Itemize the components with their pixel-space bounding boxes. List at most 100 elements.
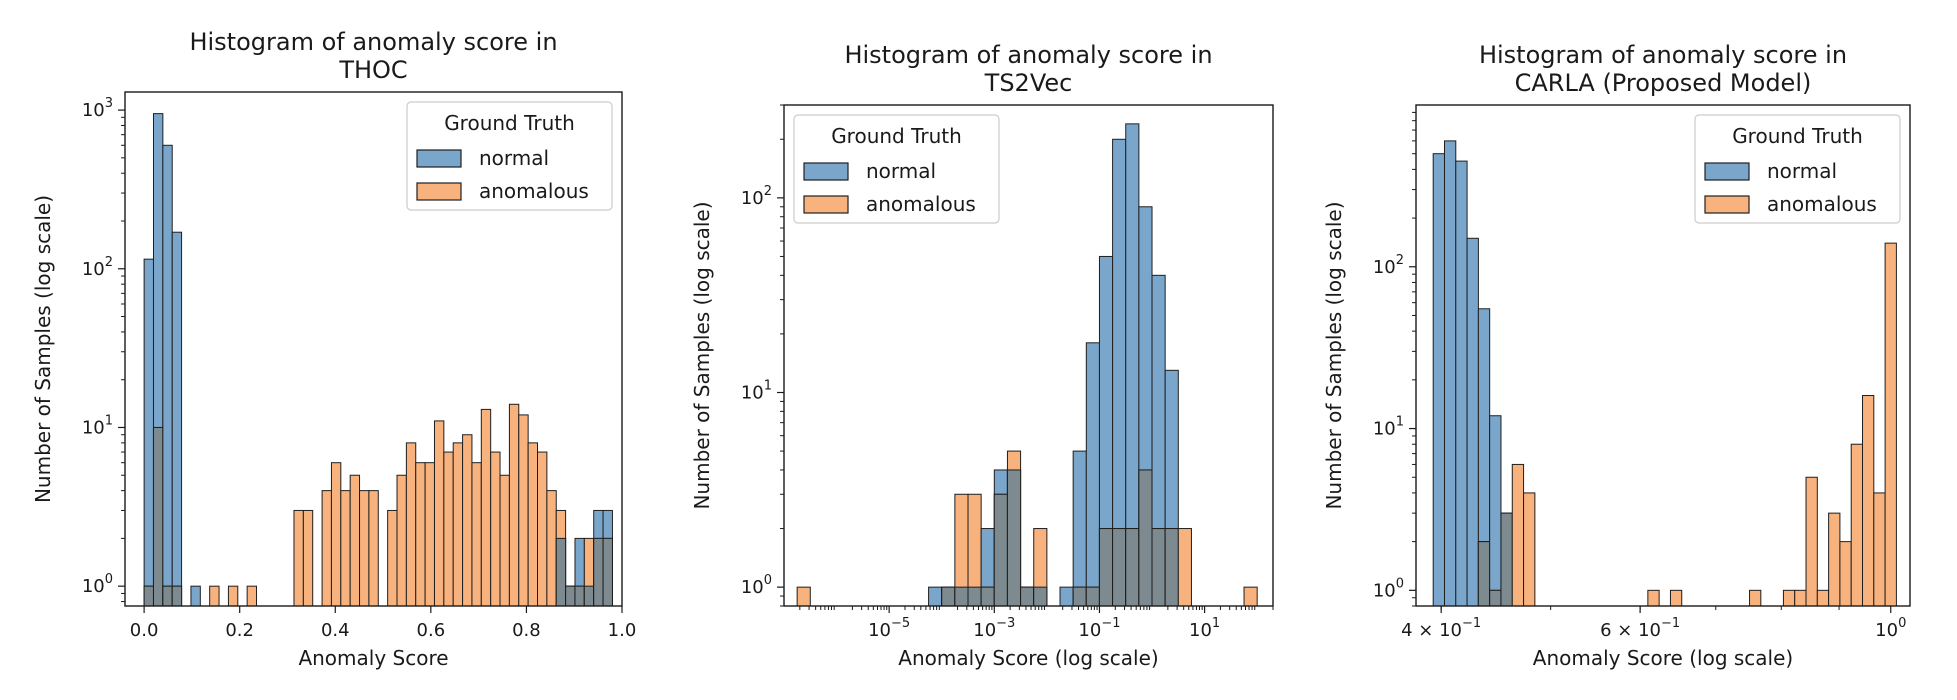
legend-title: Ground Truth	[831, 124, 962, 148]
bar-normal	[171, 231, 183, 607]
x-tick-label: 100	[1875, 616, 1906, 641]
legend-label-anomalous: anomalous	[866, 192, 976, 216]
bar-overlap	[162, 585, 173, 607]
bar-overlap	[565, 585, 576, 607]
bar-anomalous	[321, 490, 332, 607]
bar-overlap	[583, 585, 595, 607]
bar-normal	[190, 585, 201, 607]
legend: Ground Truth normal anomalous	[1694, 114, 1901, 224]
bar-anomalous	[452, 442, 464, 607]
legend-label-anomalous: anomalous	[479, 179, 589, 203]
bar-anomalous	[246, 585, 258, 607]
legend-label-normal: normal	[1767, 159, 1837, 183]
y-tick-label: 101	[1373, 415, 1404, 440]
bar-overlap	[1006, 469, 1022, 607]
bar-anomalous	[1794, 589, 1807, 607]
x-tick-label: 0.6	[417, 620, 446, 641]
bar-anomalous	[302, 509, 314, 607]
bar-overlap	[980, 586, 995, 607]
bar-anomalous	[518, 414, 529, 607]
chart-title-line-2: CARLA (Proposed Model)	[1515, 69, 1812, 97]
bar-anomalous	[499, 474, 510, 607]
x-tick-label: 101	[1189, 616, 1220, 641]
x-tick-label: 10−3	[973, 616, 1015, 641]
bar-anomalous	[368, 490, 379, 607]
bar-overlap	[1125, 528, 1140, 607]
bar-overlap	[1138, 469, 1153, 607]
legend-title: Ground Truth	[1732, 124, 1863, 148]
legend-label-normal: normal	[866, 159, 936, 183]
bar-anomalous	[340, 490, 351, 607]
bar-anomalous	[471, 462, 482, 607]
bar-overlap	[143, 585, 154, 607]
bar-anomalous	[1828, 512, 1841, 607]
bar-overlap	[1033, 586, 1048, 607]
bar-overlap	[1500, 512, 1513, 607]
x-axis-label: Anomaly Score	[298, 646, 448, 670]
bar-anomalous	[508, 403, 520, 607]
x-tick-label: 10−1	[1078, 616, 1120, 641]
y-tick-label: 100	[741, 573, 772, 598]
bar-overlap	[993, 493, 1008, 607]
bar-anomalous	[1669, 589, 1683, 607]
axes-frame	[1415, 104, 1911, 607]
chart-title-line-2: TS2Vec	[984, 69, 1073, 97]
y-tick-label: 103	[82, 96, 113, 121]
x-tick-label: 4 × 10−1	[1401, 616, 1481, 641]
legend-swatch-normal	[1704, 162, 1750, 181]
bar-anomalous	[1805, 476, 1818, 607]
bar-normal	[1489, 415, 1502, 607]
bar-normal	[1466, 237, 1479, 607]
bar-anomalous	[527, 442, 539, 607]
bar-anomalous	[1884, 242, 1897, 607]
bar-anomalous	[433, 420, 445, 607]
x-tick-label: 0.4	[321, 620, 350, 641]
chart-title-line-1: Histogram of anomaly score in	[1479, 41, 1847, 69]
bar-overlap	[1489, 589, 1502, 607]
bar-overlap	[555, 537, 567, 607]
bar-anomalous	[1749, 589, 1762, 607]
legend-label-anomalous: anomalous	[1767, 192, 1877, 216]
bar-anomalous	[1873, 492, 1886, 607]
x-tick-label: 6 × 10−1	[1600, 616, 1680, 641]
x-axis-label: Anomaly Score (log scale)	[898, 646, 1158, 670]
bar-overlap	[1112, 528, 1127, 607]
bar-anomalous	[330, 462, 342, 607]
chart-title-line-1: Histogram of anomaly score in	[189, 28, 557, 56]
bar-overlap	[1020, 586, 1035, 607]
bar-normal	[1432, 153, 1445, 607]
bar-normal	[1455, 160, 1468, 607]
bar-normal	[1085, 342, 1100, 607]
bar-overlap	[171, 585, 183, 607]
y-tick-label: 102	[741, 184, 772, 209]
bar-overlap	[967, 586, 982, 607]
bar-overlap	[1164, 528, 1179, 607]
bar-overlap	[1477, 541, 1491, 607]
bar-anomalous	[349, 474, 361, 607]
bar-anomalous	[796, 586, 811, 607]
bar-overlap	[152, 426, 164, 607]
bar-overlap	[602, 537, 613, 607]
chart-title-line-1: Histogram of anomaly score in	[844, 41, 1212, 69]
bar-anomalous	[1511, 463, 1525, 607]
x-tick-label: 1.0	[608, 620, 637, 641]
legend-swatch-normal	[416, 149, 462, 168]
bar-normal	[1072, 450, 1087, 607]
x-axis-label: Anomaly Score (log scale)	[1533, 646, 1793, 670]
y-axis-label: Number of Samples (log scale)	[1322, 201, 1346, 509]
bar-anomalous	[490, 451, 501, 607]
bars	[143, 113, 613, 607]
y-axis-label: Number of Samples (log scale)	[31, 195, 55, 503]
bar-anomalous	[1850, 443, 1864, 607]
chart-title-line-2: THOC	[338, 56, 407, 84]
bar-anomalous	[1523, 492, 1536, 607]
axes-frame	[783, 104, 1274, 607]
bar-anomalous	[546, 490, 557, 607]
x-tick-label: 0.8	[512, 620, 541, 641]
bar-anomalous	[1839, 541, 1852, 607]
bar-anomalous	[396, 474, 407, 607]
bar-normal	[143, 258, 154, 607]
